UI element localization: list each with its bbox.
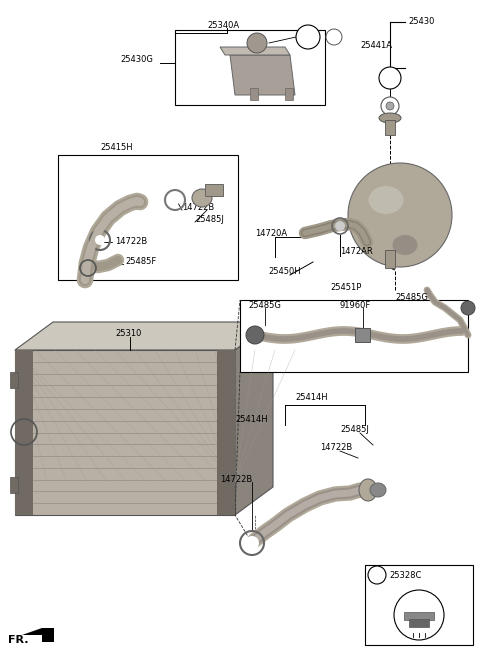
Circle shape — [461, 301, 475, 315]
Ellipse shape — [359, 479, 377, 501]
Circle shape — [394, 590, 444, 640]
Ellipse shape — [192, 189, 212, 207]
Bar — [10, 477, 18, 493]
Bar — [15, 350, 33, 515]
Bar — [385, 120, 395, 135]
Ellipse shape — [379, 113, 401, 123]
Text: 25450H: 25450H — [268, 268, 300, 276]
Text: 25415H: 25415H — [100, 142, 132, 152]
Circle shape — [245, 536, 259, 550]
Polygon shape — [15, 322, 273, 350]
Circle shape — [348, 163, 452, 267]
Text: 25340A: 25340A — [207, 20, 239, 30]
Circle shape — [296, 25, 320, 49]
Text: 25328C: 25328C — [389, 571, 421, 579]
Polygon shape — [22, 628, 54, 642]
Bar — [365, 565, 473, 645]
Circle shape — [386, 102, 394, 110]
Text: 14720A: 14720A — [255, 228, 287, 237]
Bar — [58, 155, 238, 280]
Circle shape — [326, 29, 342, 45]
Ellipse shape — [369, 186, 404, 214]
Circle shape — [170, 195, 180, 205]
Text: 25414H: 25414H — [295, 392, 328, 401]
Text: 25430G: 25430G — [120, 56, 153, 64]
Text: a: a — [374, 571, 380, 579]
Bar — [385, 250, 395, 268]
Bar — [205, 184, 223, 196]
Bar — [250, 88, 258, 100]
Text: 1472AR: 1472AR — [340, 247, 373, 256]
Text: 25430: 25430 — [408, 18, 434, 26]
Text: 25310: 25310 — [115, 329, 142, 337]
Text: 25485F: 25485F — [125, 258, 156, 266]
Text: 14722B: 14722B — [320, 443, 352, 453]
Text: 25485J: 25485J — [340, 426, 369, 434]
Circle shape — [379, 67, 401, 89]
Text: a: a — [305, 32, 311, 42]
Circle shape — [246, 326, 264, 344]
Ellipse shape — [393, 235, 418, 255]
Text: 25485G: 25485G — [395, 293, 428, 302]
Circle shape — [335, 221, 345, 231]
Bar — [409, 619, 429, 627]
Circle shape — [368, 566, 386, 584]
Polygon shape — [230, 55, 295, 95]
Bar — [15, 350, 235, 515]
Text: 25485J: 25485J — [195, 216, 224, 224]
Text: 91960F: 91960F — [340, 300, 371, 310]
Text: 25441A: 25441A — [360, 41, 392, 49]
Circle shape — [95, 235, 105, 245]
Bar — [404, 612, 434, 620]
Ellipse shape — [370, 483, 386, 497]
Bar — [285, 88, 293, 100]
Text: 14722B: 14722B — [115, 237, 147, 247]
Text: 25451P: 25451P — [330, 283, 361, 291]
Bar — [355, 328, 370, 342]
Bar — [175, 30, 325, 105]
Bar — [217, 350, 235, 515]
Text: 25414H: 25414H — [236, 415, 268, 424]
Polygon shape — [220, 47, 290, 55]
Circle shape — [247, 33, 267, 53]
Text: FR.: FR. — [8, 635, 28, 645]
Text: 25485G: 25485G — [248, 300, 281, 310]
Polygon shape — [235, 322, 273, 515]
Text: 14722B: 14722B — [220, 476, 252, 485]
Bar — [240, 300, 468, 372]
Bar — [10, 372, 18, 388]
Text: 14722B: 14722B — [182, 203, 214, 211]
Circle shape — [381, 97, 399, 115]
Text: a: a — [387, 73, 393, 83]
